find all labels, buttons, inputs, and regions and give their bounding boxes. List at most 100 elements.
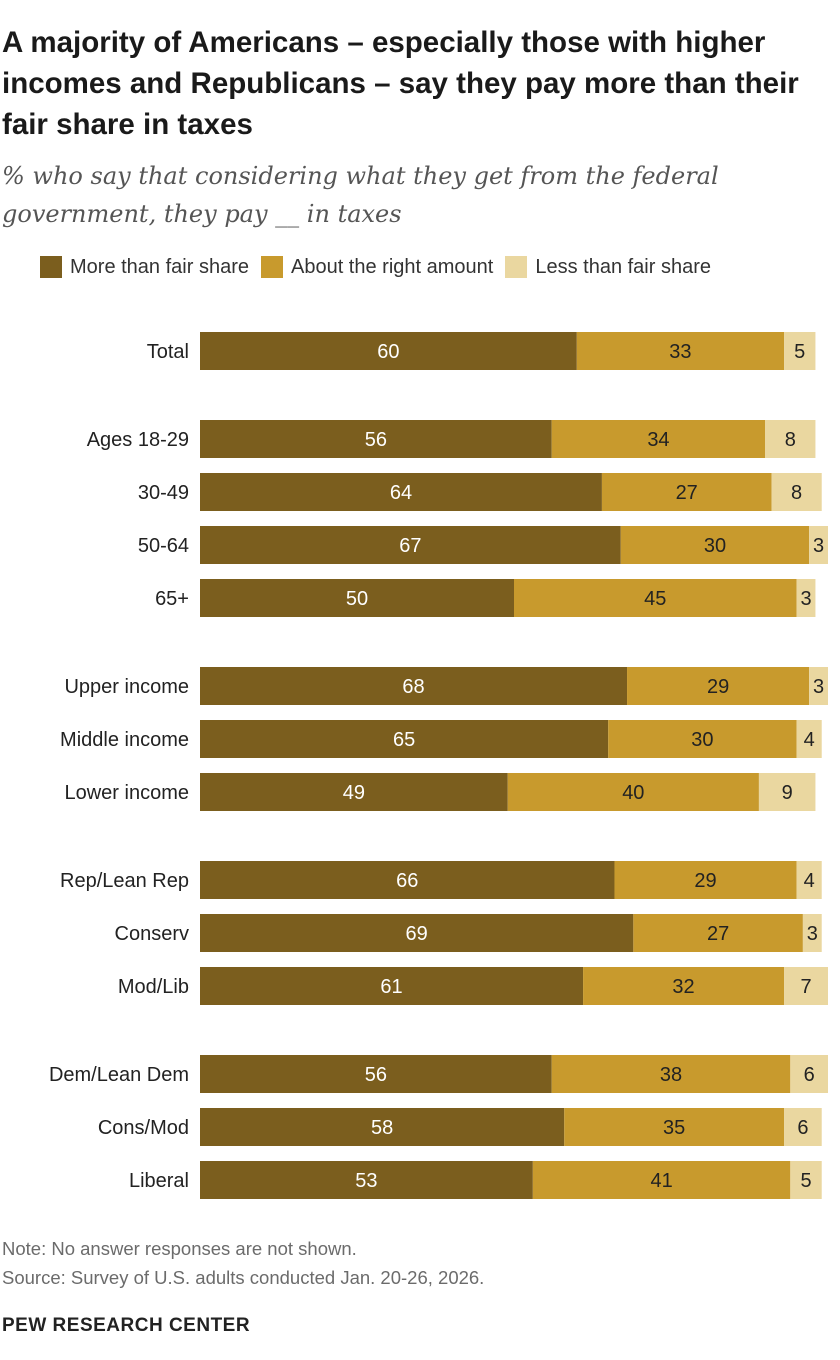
data-label-more-than-fair: 60 xyxy=(377,341,399,363)
bar-segment-more-than-fair xyxy=(200,1055,552,1093)
bar-segment-more-than-fair xyxy=(200,914,634,952)
data-label-right-amount: 27 xyxy=(676,482,698,504)
data-label-less-than-fair: 4 xyxy=(804,729,815,751)
data-label-less-than-fair: 5 xyxy=(800,1170,811,1192)
bar-segment-right-amount xyxy=(532,1161,791,1199)
data-label-right-amount: 33 xyxy=(669,341,691,363)
bar-segment-more-than-fair xyxy=(200,420,552,458)
data-label-more-than-fair: 56 xyxy=(365,1064,387,1086)
data-label-right-amount: 35 xyxy=(663,1117,685,1139)
data-label-less-than-fair: 5 xyxy=(794,341,805,363)
data-label-less-than-fair: 7 xyxy=(800,976,811,998)
row-label: Liberal xyxy=(129,1170,189,1192)
row-label: 30-49 xyxy=(138,482,189,504)
data-label-less-than-fair: 3 xyxy=(807,923,818,945)
data-label-more-than-fair: 50 xyxy=(346,588,368,610)
bar-segment-more-than-fair xyxy=(200,473,602,511)
bar-segment-less-than-fair xyxy=(758,773,816,811)
data-label-right-amount: 30 xyxy=(704,535,726,557)
row-label: Middle income xyxy=(60,729,189,751)
chart-subtitle: % who say that considering what they get… xyxy=(2,162,719,228)
row-label: 65+ xyxy=(155,588,189,610)
data-label-more-than-fair: 66 xyxy=(396,870,418,892)
bar-segment-less-than-fair xyxy=(771,473,822,511)
data-label-right-amount: 29 xyxy=(707,676,729,698)
data-label-right-amount: 32 xyxy=(672,976,694,998)
data-label-right-amount: 41 xyxy=(650,1170,672,1192)
bar-segment-less-than-fair xyxy=(809,526,828,564)
bar-segment-less-than-fair xyxy=(784,332,816,370)
bar-segment-less-than-fair xyxy=(809,667,828,705)
data-label-more-than-fair: 56 xyxy=(365,429,387,451)
bar-segment-less-than-fair xyxy=(784,1108,822,1146)
legend-swatch-right xyxy=(260,256,283,278)
data-label-less-than-fair: 3 xyxy=(813,676,824,698)
legend-item-less: Less than fair share xyxy=(505,256,711,279)
row-label: Dem/Lean Dem xyxy=(49,1064,189,1086)
row-label: 50-64 xyxy=(138,535,189,557)
bar-segment-more-than-fair xyxy=(200,579,514,617)
data-label-right-amount: 45 xyxy=(644,588,666,610)
data-label-more-than-fair: 68 xyxy=(402,676,424,698)
bar-segment-right-amount xyxy=(601,473,772,511)
bar-segment-right-amount xyxy=(608,720,797,758)
data-label-more-than-fair: 58 xyxy=(371,1117,393,1139)
data-label-more-than-fair: 49 xyxy=(343,782,365,804)
legend-label-more: More than fair share xyxy=(70,255,249,278)
data-label-less-than-fair: 3 xyxy=(813,535,824,557)
data-label-more-than-fair: 64 xyxy=(390,482,412,504)
bar-segment-right-amount xyxy=(507,773,759,811)
bar-segment-less-than-fair xyxy=(796,720,822,758)
bar-segment-right-amount xyxy=(583,967,785,1005)
row-label: Total xyxy=(147,341,189,363)
chart-title: A majority of Americans – especially tho… xyxy=(2,26,799,141)
legend-item-right: About the right amount xyxy=(260,255,494,279)
data-label-less-than-fair: 9 xyxy=(782,782,793,804)
row-label: Lower income xyxy=(64,782,189,804)
bar-segment-more-than-fair xyxy=(200,720,609,758)
legend-label-right: About the right amount xyxy=(290,255,494,278)
data-label-more-than-fair: 61 xyxy=(380,976,402,998)
bar-segment-more-than-fair xyxy=(200,1161,533,1199)
bar-segment-more-than-fair xyxy=(200,667,628,705)
bar-segment-right-amount xyxy=(551,1055,791,1093)
bar-segment-less-than-fair xyxy=(765,420,816,458)
row-label: Mod/Lib xyxy=(118,976,189,998)
row-label: Upper income xyxy=(64,676,189,698)
data-label-less-than-fair: 8 xyxy=(785,429,796,451)
bar-segment-more-than-fair xyxy=(200,526,621,564)
data-label-less-than-fair: 4 xyxy=(804,870,815,892)
source-note: Source: Survey of U.S. adults conducted … xyxy=(2,1267,485,1288)
bar-segment-more-than-fair xyxy=(200,967,584,1005)
bar-segment-right-amount xyxy=(576,332,785,370)
bar-segment-right-amount xyxy=(514,579,797,617)
bar-segment-more-than-fair xyxy=(200,332,577,370)
data-label-right-amount: 34 xyxy=(647,429,669,451)
data-label-less-than-fair: 6 xyxy=(797,1117,808,1139)
legend: More than fair share About the right amo… xyxy=(40,252,723,282)
data-label-more-than-fair: 69 xyxy=(406,923,428,945)
row-label: Rep/Lean Rep xyxy=(60,870,189,892)
bar-segment-less-than-fair xyxy=(796,861,822,899)
bar-segment-more-than-fair xyxy=(200,773,508,811)
bar-segment-less-than-fair xyxy=(790,1161,822,1199)
data-label-right-amount: 30 xyxy=(691,729,713,751)
bar-segment-more-than-fair xyxy=(200,861,615,899)
data-label-more-than-fair: 53 xyxy=(355,1170,377,1192)
bar-segment-less-than-fair xyxy=(790,1055,828,1093)
data-label-more-than-fair: 67 xyxy=(399,535,421,557)
legend-swatch-more xyxy=(40,256,62,278)
legend-label-less: Less than fair share xyxy=(535,255,711,278)
bar-segment-more-than-fair xyxy=(200,1108,565,1146)
bar-segment-right-amount xyxy=(627,667,810,705)
data-label-less-than-fair: 6 xyxy=(804,1064,815,1086)
data-label-right-amount: 27 xyxy=(707,923,729,945)
bar-segment-right-amount xyxy=(620,526,810,564)
footnote: Note: No answer responses are not shown. xyxy=(2,1238,357,1259)
row-label: Ages 18-29 xyxy=(87,429,189,451)
data-label-less-than-fair: 8 xyxy=(791,482,802,504)
bar-segment-right-amount xyxy=(551,420,766,458)
bar-segment-less-than-fair xyxy=(796,579,816,617)
row-label: Conserv xyxy=(115,923,189,945)
